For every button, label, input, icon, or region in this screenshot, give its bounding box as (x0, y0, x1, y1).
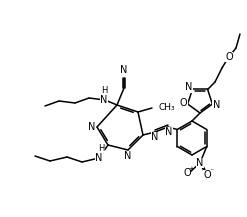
Text: +: + (188, 166, 194, 172)
Text: O: O (183, 168, 191, 178)
Text: H: H (101, 86, 107, 95)
Text: N: N (124, 151, 132, 161)
Text: O: O (203, 170, 211, 180)
Text: H: H (98, 144, 104, 153)
Text: O: O (180, 98, 187, 108)
Text: N: N (95, 153, 103, 163)
Text: CH₃: CH₃ (158, 104, 175, 112)
Text: N: N (100, 95, 108, 105)
Text: N: N (185, 82, 192, 92)
Text: N: N (196, 158, 204, 168)
Text: N: N (120, 65, 128, 75)
Text: N: N (165, 127, 173, 137)
Text: ⁻: ⁻ (210, 166, 214, 176)
Text: N: N (88, 122, 96, 132)
Text: O: O (225, 52, 233, 62)
Text: N: N (151, 132, 159, 142)
Text: N: N (213, 100, 220, 110)
